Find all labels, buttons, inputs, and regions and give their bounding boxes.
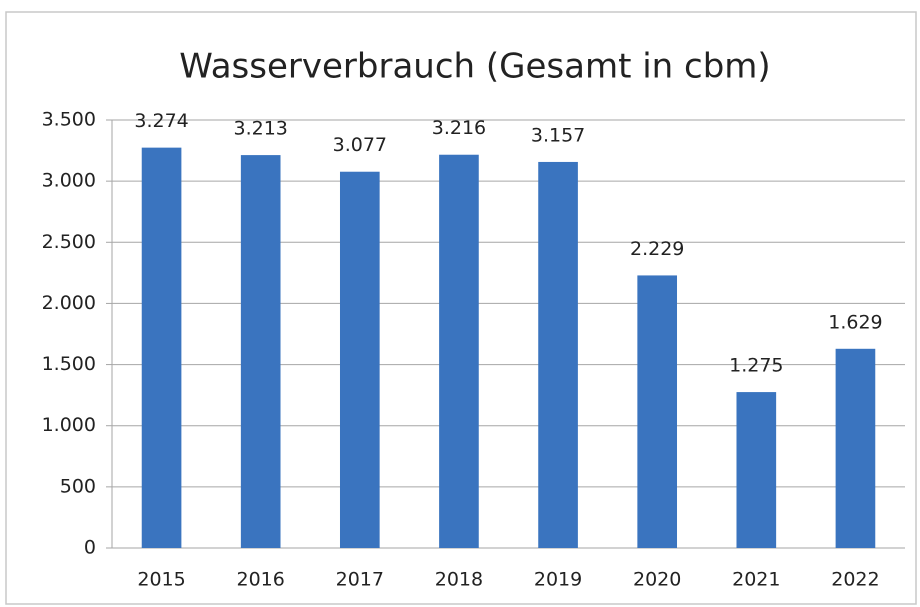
bar	[637, 275, 678, 548]
x-tick-label: 2016	[237, 569, 285, 591]
y-tick-label: 500	[60, 475, 96, 497]
y-tick-label: 3.000	[42, 170, 96, 192]
data-label: 3.216	[432, 117, 486, 139]
data-label: 2.229	[630, 238, 684, 260]
bar	[439, 154, 479, 549]
bar	[339, 171, 380, 548]
y-tick-label: 2.500	[42, 231, 96, 253]
bar	[240, 155, 281, 548]
x-tick-label: 2020	[633, 569, 681, 591]
bar	[538, 161, 578, 548]
data-label: 1.629	[828, 311, 882, 333]
data-label: 1.275	[729, 355, 783, 377]
x-tick-label: 2019	[534, 569, 582, 591]
chart-title: Wasserverbrauch (Gesamt in cbm)	[179, 47, 770, 87]
y-tick-label: 3.500	[42, 109, 96, 131]
bar	[835, 348, 876, 548]
y-tick-label: 1.500	[42, 353, 96, 375]
bar	[736, 392, 777, 548]
y-tick-label: 0	[84, 537, 96, 559]
y-tick-label: 2.000	[42, 292, 96, 314]
bar	[141, 147, 182, 548]
x-tick-label: 2015	[137, 569, 185, 591]
data-label: 3.213	[233, 118, 287, 140]
data-label: 3.077	[333, 134, 387, 156]
data-label: 3.274	[134, 110, 188, 132]
x-tick-label: 2022	[831, 569, 879, 591]
data-label: 3.157	[531, 124, 585, 146]
x-tick-label: 2021	[732, 569, 780, 591]
x-tick-label: 2017	[336, 569, 384, 591]
x-tick-label: 2018	[435, 569, 483, 591]
y-tick-label: 1.000	[42, 414, 96, 436]
